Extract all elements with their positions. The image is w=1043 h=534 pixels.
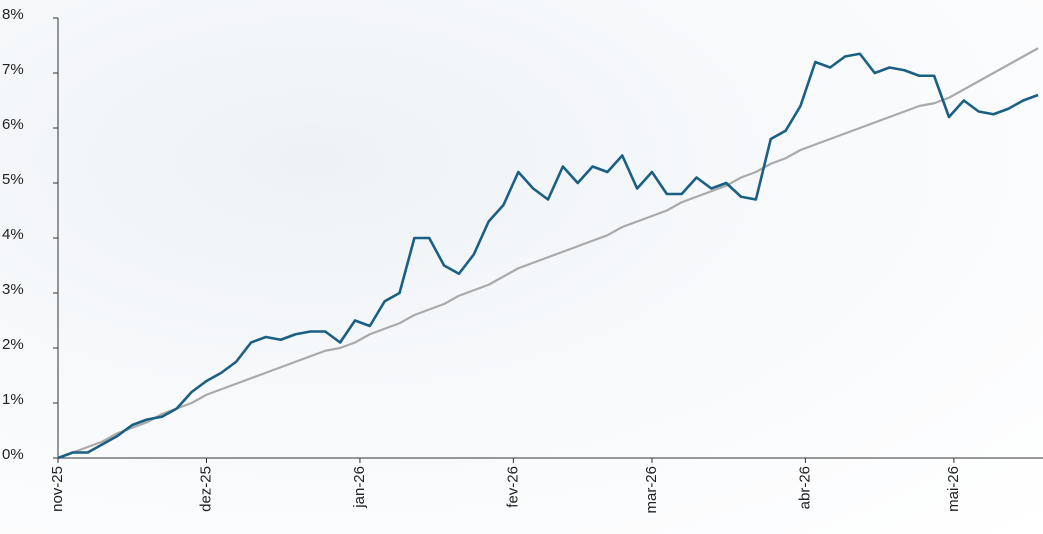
x-tick-label: mai-26 bbox=[945, 466, 962, 512]
series-line bbox=[57, 52, 1039, 460]
y-tick-label: 7% bbox=[2, 61, 24, 78]
x-tick-label: fev-26 bbox=[504, 466, 521, 508]
y-tick-label: 5% bbox=[2, 171, 24, 188]
y-tick-label: 4% bbox=[2, 226, 24, 243]
y-tick-label: 2% bbox=[2, 336, 24, 353]
x-tick-label: mar-26 bbox=[643, 466, 660, 514]
y-tick-label: 3% bbox=[2, 281, 24, 298]
x-tick-label: dez-25 bbox=[197, 466, 214, 512]
series-line bbox=[57, 47, 1039, 460]
x-tick-label: abr-26 bbox=[796, 466, 813, 509]
y-tick-label: 0% bbox=[2, 446, 24, 463]
x-tick-label: nov-25 bbox=[49, 466, 66, 512]
x-tick-label: jan-26 bbox=[351, 466, 368, 509]
y-tick-label: 6% bbox=[2, 116, 24, 133]
y-tick-label: 8% bbox=[2, 6, 24, 23]
y-tick-label: 1% bbox=[2, 391, 24, 408]
